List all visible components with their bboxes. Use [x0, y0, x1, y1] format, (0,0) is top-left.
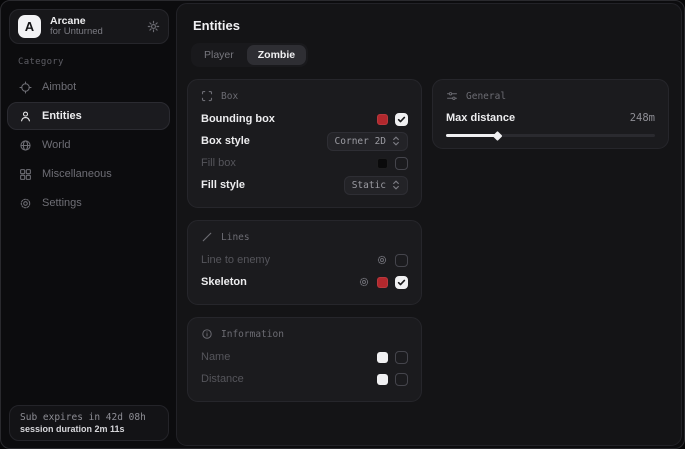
app-title: Arcane	[50, 15, 86, 27]
checkbox-checked[interactable]	[395, 112, 409, 126]
general-card-title: General	[466, 90, 507, 102]
gear-icon	[19, 197, 32, 210]
crosshair-icon	[19, 80, 32, 94]
color-swatch[interactable]	[377, 157, 389, 169]
sidebar-item-entities[interactable]: Entities	[7, 102, 170, 130]
sidebar-item-label: Miscellaneous	[42, 168, 112, 180]
right-column: General Max distance 248m	[432, 79, 669, 149]
max-distance-slider[interactable]	[446, 130, 655, 141]
setting-label: Fill style	[201, 179, 246, 191]
main-panel: Entities Player Zombie Box	[176, 3, 682, 446]
tab-zombie[interactable]: Zombie	[246, 45, 307, 65]
setting-label: Fill box	[201, 157, 236, 169]
sidebar-item-label: Settings	[42, 197, 82, 209]
fill-style-dropdown[interactable]: Static	[343, 175, 409, 195]
content-columns: Box Bounding box Box style	[187, 79, 669, 402]
color-swatch[interactable]	[377, 373, 389, 385]
checkbox-unchecked[interactable]	[395, 372, 409, 386]
subscription-card: Sub expires in 42d 08h session duration …	[9, 405, 169, 441]
setting-label: Box style	[201, 135, 250, 147]
sidebar: A Arcane for Unturned Category	[1, 1, 176, 448]
sidebar-item-settings[interactable]: Settings	[7, 189, 170, 217]
checkbox-unchecked[interactable]	[395, 156, 409, 170]
setting-row-line-to-enemy: Line to enemy	[201, 249, 409, 271]
setting-row-distance: Distance	[201, 368, 409, 390]
category-label: Category	[18, 57, 64, 67]
sidebar-item-aimbot[interactable]: Aimbot	[7, 73, 170, 101]
options-gear-icon[interactable]	[358, 276, 370, 288]
setting-row-max-distance: Max distance 248m	[446, 108, 655, 128]
chevron-up-down-icon	[392, 180, 400, 190]
line-icon	[201, 231, 213, 243]
logo-text: Arcane for Unturned	[50, 15, 138, 38]
setting-label: Line to enemy	[201, 254, 271, 266]
setting-label: Max distance	[446, 112, 516, 124]
setting-label: Skeleton	[201, 276, 247, 288]
tab-player[interactable]: Player	[204, 49, 234, 61]
sidebar-item-label: Entities	[42, 110, 82, 122]
left-column: Box Bounding box Box style	[187, 79, 423, 402]
lines-card-header: Lines	[201, 231, 408, 243]
chevron-up-down-icon	[392, 136, 400, 146]
session-duration-text: session duration 2m 11s	[20, 424, 125, 434]
information-card-title: Information	[221, 328, 284, 340]
slider-thumb[interactable]	[492, 130, 503, 141]
setting-row-skeleton: Skeleton	[201, 271, 409, 293]
sidebar-item-label: World	[42, 139, 71, 151]
slider-fill	[446, 130, 503, 141]
setting-row-fill-style: Fill style Static	[201, 174, 409, 196]
entity-tabs: Player Zombie	[191, 43, 309, 67]
box-card-title: Box	[221, 90, 239, 102]
general-card: General Max distance 248m	[432, 79, 669, 149]
setting-row-box-style: Box style Corner 2D	[201, 130, 409, 152]
info-icon	[201, 328, 213, 340]
scan-corners-icon	[201, 90, 213, 102]
box-card-header: Box	[201, 90, 408, 102]
box-style-dropdown[interactable]: Corner 2D	[326, 131, 409, 151]
color-swatch[interactable]	[377, 113, 389, 125]
checkbox-unchecked[interactable]	[395, 253, 409, 267]
entities-icon	[19, 110, 32, 123]
color-swatch[interactable]	[377, 276, 389, 288]
sub-expires-text: Sub expires in 42d 08h	[20, 412, 146, 423]
sidebar-item-label: Aimbot	[42, 81, 77, 93]
setting-row-fill-box: Fill box	[201, 152, 409, 174]
checkbox-unchecked[interactable]	[395, 350, 409, 364]
dropdown-value: Corner 2D	[334, 135, 387, 147]
color-swatch[interactable]	[377, 351, 389, 363]
sidebar-item-miscellaneous[interactable]: Miscellaneous	[7, 160, 170, 188]
dropdown-value: Static	[351, 179, 387, 191]
setting-label: Name	[201, 351, 231, 363]
sliders-icon	[446, 90, 458, 102]
box-card: Box Bounding box Box style	[187, 79, 423, 208]
setting-label: Bounding box	[201, 113, 275, 125]
options-gear-icon[interactable]	[376, 254, 388, 266]
sidebar-nav: Aimbot Entities	[7, 73, 170, 218]
general-card-header: General	[446, 90, 655, 102]
setting-row-bounding-box: Bounding box	[201, 108, 409, 130]
checkbox-checked[interactable]	[395, 275, 409, 289]
grid-icon	[19, 168, 32, 181]
sidebar-item-world[interactable]: World	[7, 131, 170, 159]
page-title: Entities	[193, 18, 240, 33]
information-card: Information Name Distance	[187, 317, 423, 402]
app-subtitle: for Unturned	[50, 26, 103, 38]
setting-row-name: Name	[201, 346, 409, 368]
gear-icon[interactable]	[147, 20, 160, 33]
slider-value: 248m	[629, 112, 655, 124]
information-card-header: Information	[201, 328, 408, 340]
globe-icon	[19, 139, 32, 152]
setting-label: Distance	[201, 373, 244, 385]
lines-card: Lines Line to enemy	[187, 220, 423, 305]
logo-card: A Arcane for Unturned	[9, 9, 169, 44]
lines-card-title: Lines	[221, 231, 250, 243]
app-logo: A	[18, 15, 41, 38]
